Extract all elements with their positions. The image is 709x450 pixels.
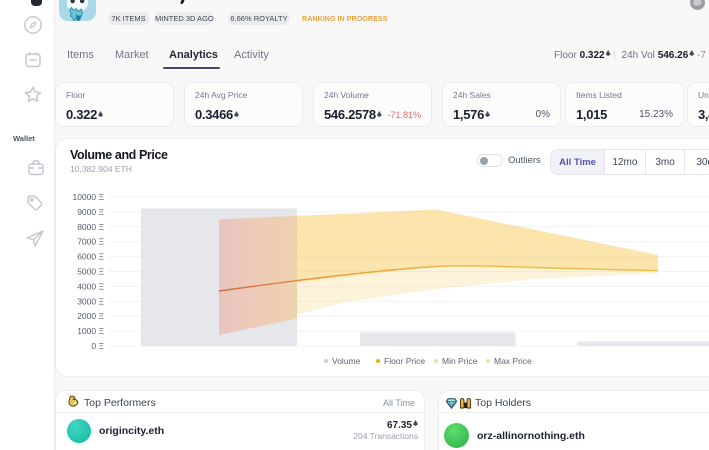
svg-text:Max Price: Max Price: [494, 356, 532, 366]
svg-text:4000 Ξ: 4000 Ξ: [77, 281, 104, 291]
svg-text:3000 Ξ: 3000 Ξ: [77, 296, 104, 306]
svg-text:7000 Ξ: 7000 Ξ: [77, 237, 104, 247]
svg-text:0 Ξ: 0 Ξ: [91, 341, 104, 351]
svg-text:6000 Ξ: 6000 Ξ: [77, 252, 104, 262]
svg-text:5000 Ξ: 5000 Ξ: [77, 267, 104, 277]
svg-text:8000 Ξ: 8000 Ξ: [77, 222, 104, 232]
svg-text:2000 Ξ: 2000 Ξ: [77, 311, 104, 321]
svg-text:1000 Ξ: 1000 Ξ: [77, 326, 104, 336]
svg-text:10000 Ξ: 10000 Ξ: [72, 192, 104, 202]
svg-text:Volume: Volume: [332, 356, 361, 366]
svg-text:Min Price: Min Price: [442, 356, 478, 366]
svg-text:Floor Price: Floor Price: [384, 356, 425, 366]
svg-text:9000 Ξ: 9000 Ξ: [77, 207, 104, 217]
